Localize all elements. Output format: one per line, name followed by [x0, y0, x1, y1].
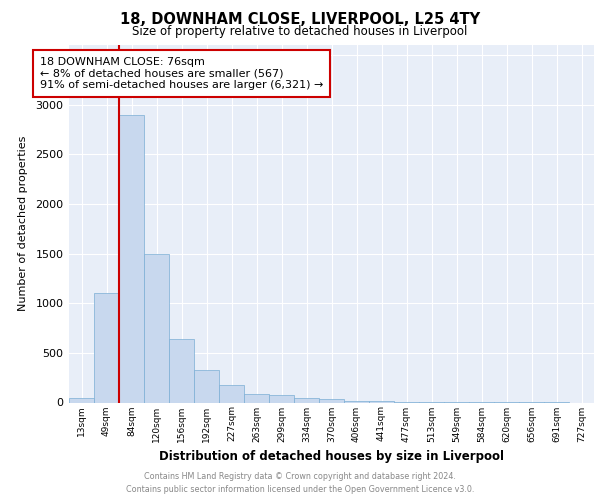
Bar — [194, 370, 219, 402]
Bar — [294, 398, 319, 402]
Bar — [169, 339, 194, 402]
X-axis label: Distribution of detached houses by size in Liverpool: Distribution of detached houses by size … — [159, 450, 504, 463]
Bar — [319, 399, 344, 402]
Text: 18, DOWNHAM CLOSE, LIVERPOOL, L25 4TY: 18, DOWNHAM CLOSE, LIVERPOOL, L25 4TY — [120, 12, 480, 28]
Bar — [94, 294, 119, 403]
Text: Contains HM Land Registry data © Crown copyright and database right 2024.
Contai: Contains HM Land Registry data © Crown c… — [126, 472, 474, 494]
Bar — [144, 254, 169, 402]
Bar — [344, 400, 369, 402]
Bar — [219, 384, 244, 402]
Bar — [119, 114, 144, 403]
Bar — [69, 398, 94, 402]
Bar — [369, 400, 394, 402]
Text: Size of property relative to detached houses in Liverpool: Size of property relative to detached ho… — [133, 25, 467, 38]
Bar — [269, 395, 294, 402]
Text: 18 DOWNHAM CLOSE: 76sqm
← 8% of detached houses are smaller (567)
91% of semi-de: 18 DOWNHAM CLOSE: 76sqm ← 8% of detached… — [40, 57, 323, 90]
Bar — [244, 394, 269, 402]
Y-axis label: Number of detached properties: Number of detached properties — [19, 136, 28, 312]
